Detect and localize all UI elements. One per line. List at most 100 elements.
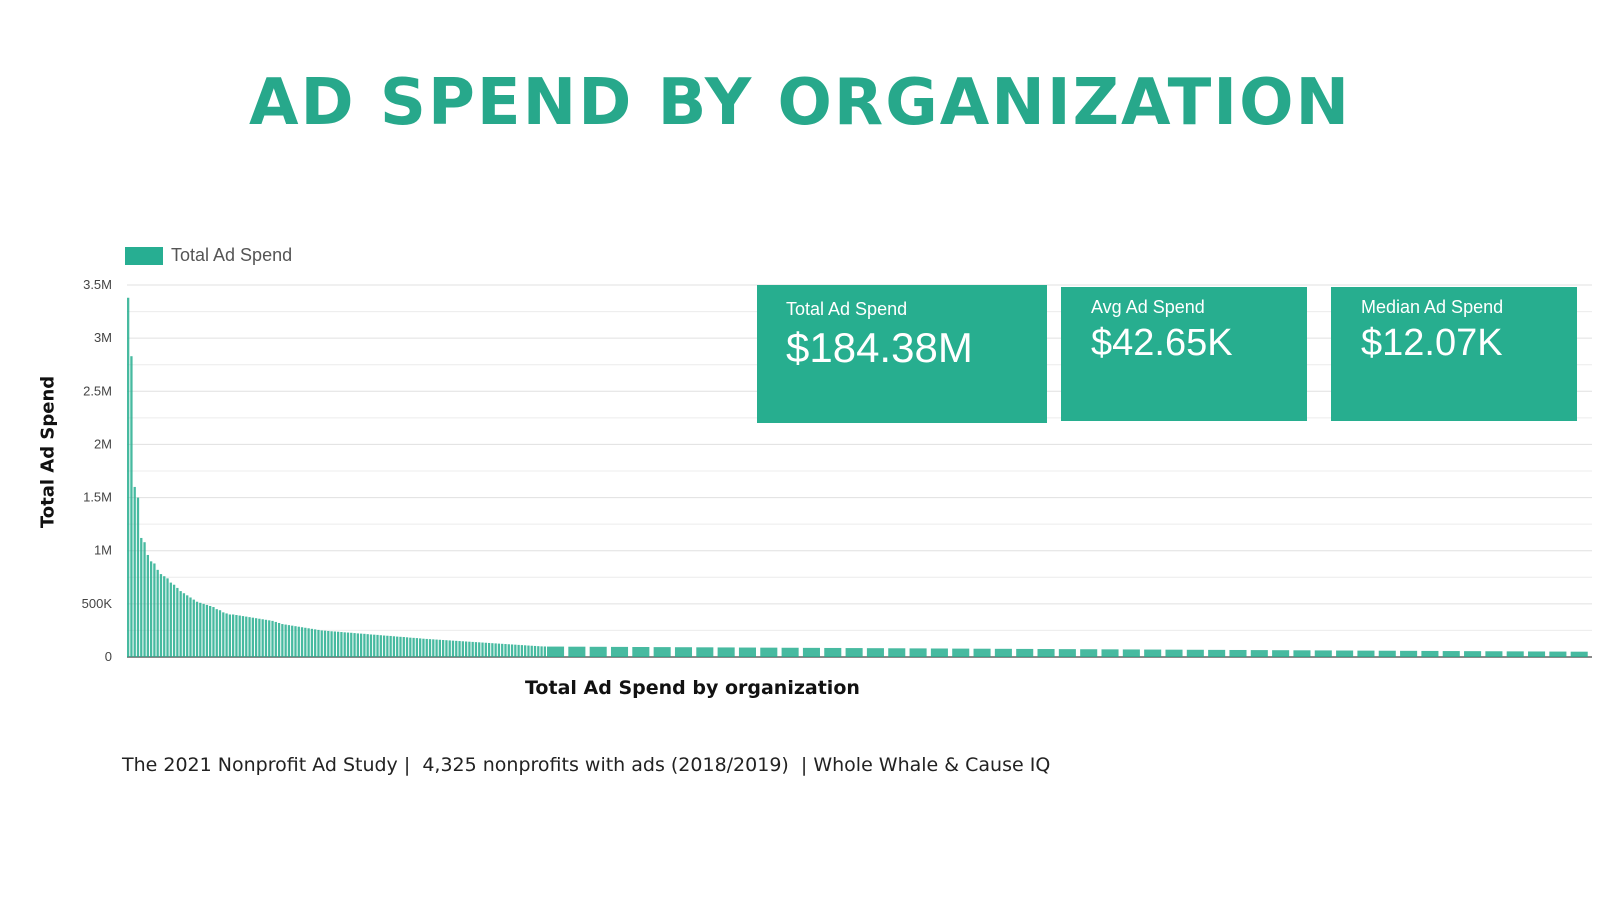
bar <box>287 625 291 657</box>
total-ad-spend-card: Total Ad Spend $184.38M <box>757 285 1047 423</box>
bar <box>182 593 186 657</box>
bar <box>497 643 501 657</box>
bar <box>1186 649 1204 657</box>
bar <box>428 639 432 657</box>
bar <box>1506 651 1524 657</box>
bar <box>146 554 149 657</box>
y-tick-label: 2.5M <box>83 383 112 398</box>
bar <box>346 632 350 657</box>
stat-value-median: $12.07K <box>1361 322 1503 364</box>
bar <box>166 578 169 657</box>
bar <box>520 645 524 657</box>
bar <box>909 648 927 657</box>
bar <box>514 644 517 657</box>
bar <box>1037 649 1055 657</box>
bar <box>455 640 458 657</box>
bar <box>359 633 363 657</box>
y-tick-label: 3.5M <box>83 277 112 292</box>
bar <box>412 637 415 657</box>
bar <box>1378 650 1396 657</box>
bars <box>127 297 1588 657</box>
bar <box>205 604 209 657</box>
bar <box>425 638 428 657</box>
bar <box>1336 650 1354 657</box>
bar <box>277 622 281 657</box>
bar <box>405 637 409 657</box>
bar <box>320 630 323 657</box>
bar <box>994 648 1012 657</box>
median-ad-spend-card: Median Ad Spend $12.07K <box>1331 287 1577 421</box>
bar <box>1421 650 1439 657</box>
y-tick-label: 0 <box>105 649 112 664</box>
bar <box>258 618 261 657</box>
bar <box>610 646 629 657</box>
bar <box>251 617 254 657</box>
bar <box>1485 651 1503 657</box>
bar <box>507 644 510 657</box>
bar <box>1442 651 1460 657</box>
bar <box>228 614 232 657</box>
bar <box>169 582 172 657</box>
stat-label-avg: Avg Ad Spend <box>1091 297 1205 317</box>
bar <box>353 633 356 657</box>
bar <box>261 619 264 657</box>
bar <box>802 647 820 657</box>
bar <box>140 537 143 657</box>
bar <box>1058 649 1076 657</box>
bar <box>130 356 133 657</box>
bar <box>1101 649 1119 657</box>
bar <box>143 542 146 657</box>
bar <box>376 634 379 657</box>
bar <box>1165 649 1183 657</box>
page-title: AD SPEND BY ORGANIZATION <box>248 66 1352 140</box>
bar <box>402 637 405 657</box>
bar <box>179 591 182 657</box>
bar <box>1080 649 1098 657</box>
bar <box>268 620 271 657</box>
footer-source: The 2021 Nonprofit Ad Study | 4,325 nonp… <box>122 754 1051 776</box>
bar <box>232 614 235 657</box>
bar <box>448 640 451 657</box>
bar <box>386 635 389 657</box>
bar <box>1314 650 1332 657</box>
stat-value-avg: $42.65K <box>1091 322 1233 364</box>
bar <box>192 599 195 657</box>
y-tick-label: 1M <box>94 543 112 558</box>
bar <box>149 561 153 657</box>
bar <box>241 616 245 657</box>
bar <box>327 630 330 657</box>
bar <box>419 638 422 657</box>
bar <box>568 646 586 657</box>
bar <box>159 574 163 657</box>
bar <box>127 297 130 657</box>
y-tick-label: 500K <box>82 596 113 611</box>
y-tick-label: 2M <box>94 436 112 451</box>
bar <box>461 641 464 657</box>
bar <box>323 630 327 657</box>
bar <box>543 646 547 657</box>
bar <box>845 648 863 657</box>
bar <box>340 632 343 657</box>
bar <box>653 647 671 657</box>
bar <box>589 646 607 657</box>
y-tick-label: 3M <box>94 330 112 345</box>
bar <box>317 629 320 657</box>
bar <box>484 642 487 657</box>
bar <box>264 619 268 657</box>
bar <box>717 647 735 657</box>
bar <box>824 647 842 657</box>
bar <box>189 597 192 657</box>
bar <box>294 626 297 657</box>
bar <box>291 625 294 657</box>
bar <box>471 641 474 657</box>
bar <box>350 632 353 657</box>
y-tick-label: 1.5M <box>83 490 112 505</box>
bar <box>435 639 438 657</box>
bar <box>330 631 333 657</box>
x-axis-label: Total Ad Spend by organization <box>525 677 860 699</box>
bar <box>343 632 346 657</box>
bar <box>300 627 304 657</box>
bar <box>195 601 199 657</box>
bar <box>409 637 412 657</box>
bar <box>225 613 228 657</box>
